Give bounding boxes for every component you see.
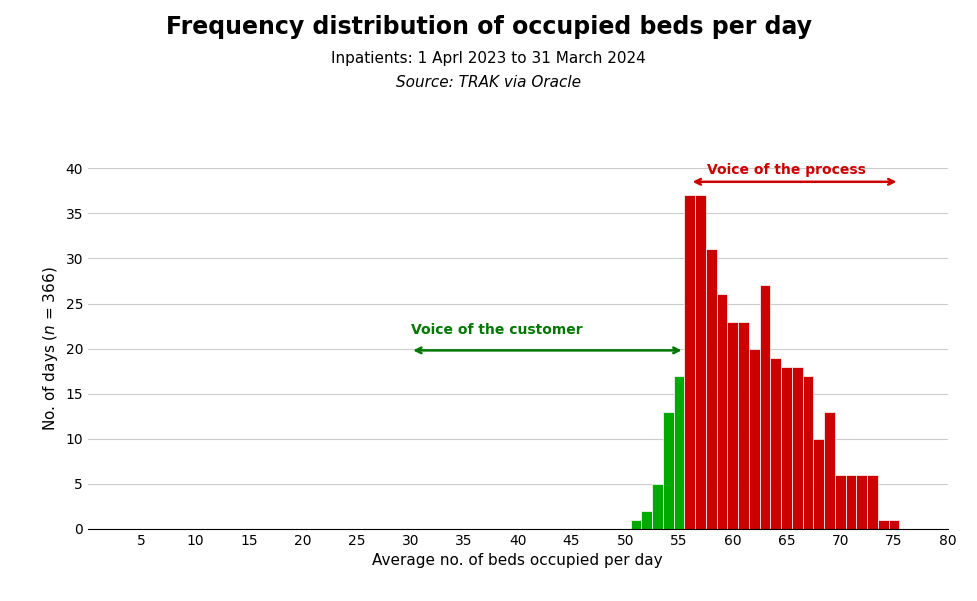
- Bar: [802, 376, 813, 529]
- Bar: [824, 412, 834, 529]
- Bar: [845, 475, 856, 529]
- Bar: [662, 412, 674, 529]
- Bar: [760, 285, 770, 529]
- Bar: [684, 195, 695, 529]
- Bar: [641, 511, 653, 529]
- Bar: [856, 475, 867, 529]
- Bar: [782, 367, 791, 529]
- Bar: [791, 367, 802, 529]
- Bar: [727, 322, 739, 529]
- Text: Source: TRAK via Oracle: Source: TRAK via Oracle: [396, 75, 581, 90]
- Bar: [630, 520, 641, 529]
- Bar: [834, 475, 845, 529]
- Bar: [877, 520, 888, 529]
- Bar: [653, 484, 662, 529]
- Bar: [716, 294, 727, 529]
- Text: Inpatients: 1 Aprl 2023 to 31 March 2024: Inpatients: 1 Aprl 2023 to 31 March 2024: [331, 51, 646, 66]
- Bar: [770, 358, 781, 529]
- Bar: [888, 520, 899, 529]
- Text: Voice of the customer: Voice of the customer: [410, 323, 582, 337]
- Bar: [813, 439, 824, 529]
- Bar: [674, 376, 684, 529]
- Bar: [705, 249, 716, 529]
- Y-axis label: No. of days ($\it{n}$ = 366): No. of days ($\it{n}$ = 366): [41, 266, 60, 431]
- Bar: [868, 475, 877, 529]
- X-axis label: Average no. of beds occupied per day: Average no. of beds occupied per day: [372, 554, 663, 569]
- Bar: [696, 195, 705, 529]
- Bar: [748, 349, 760, 529]
- Text: Frequency distribution of occupied beds per day: Frequency distribution of occupied beds …: [165, 15, 812, 39]
- Text: Voice of the process: Voice of the process: [707, 163, 866, 177]
- Bar: [739, 322, 748, 529]
